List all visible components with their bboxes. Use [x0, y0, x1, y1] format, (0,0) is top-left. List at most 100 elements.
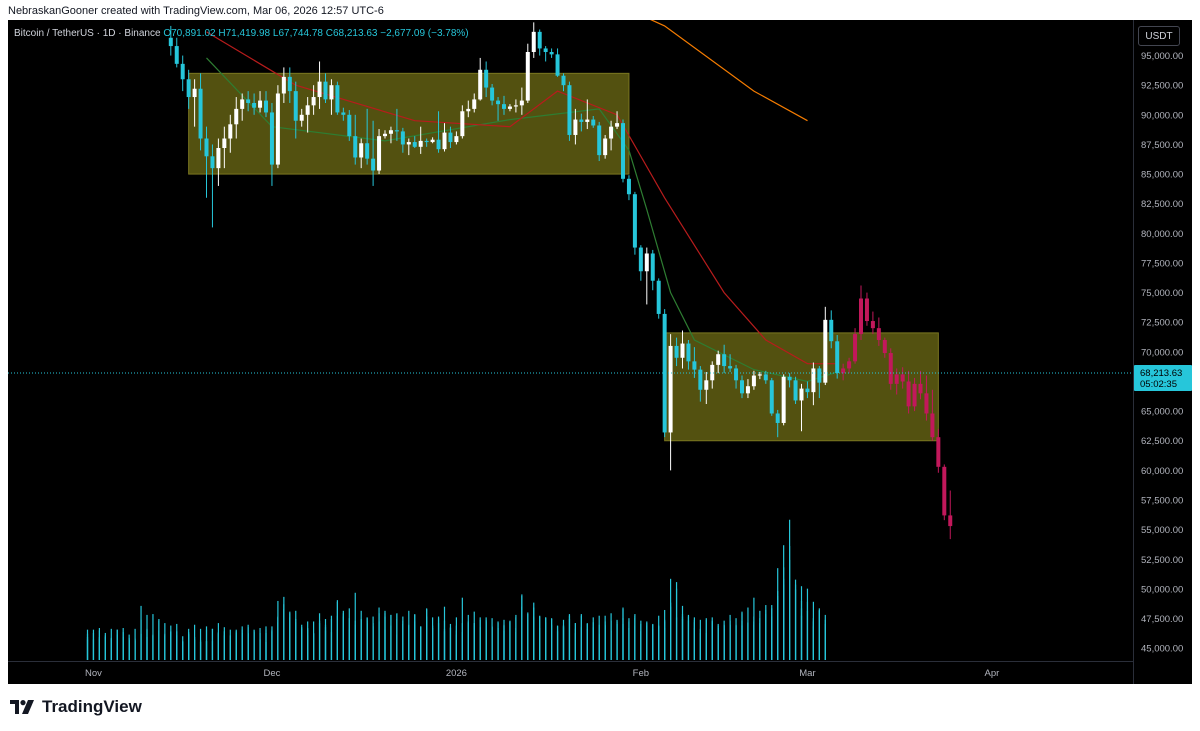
candle: [246, 99, 251, 103]
candle: [305, 105, 310, 115]
candle: [281, 76, 286, 94]
candle: [204, 138, 209, 157]
y-tick-label: 62,500.00: [1141, 436, 1183, 447]
candle: [323, 81, 328, 100]
candle: [692, 361, 697, 370]
candle: [502, 104, 506, 109]
candle: [216, 148, 221, 169]
candle: [567, 85, 572, 135]
y-tick-label: 72,500.00: [1141, 318, 1183, 329]
price-chart[interactable]: 95,000.00 92,500.00 90,000.00 87,500.00 85,0…: [8, 20, 1192, 684]
candle: [383, 133, 387, 137]
candle: [650, 253, 655, 281]
countdown-label: 05:02:35: [1140, 379, 1177, 390]
candle: [377, 136, 382, 171]
candle: [186, 79, 191, 98]
candle: [829, 319, 834, 342]
candle: [347, 114, 352, 137]
candle: [585, 119, 590, 122]
x-tick-label: Mar: [799, 668, 815, 679]
candle: [264, 100, 268, 113]
candle: [466, 108, 471, 112]
candle: [775, 413, 780, 423]
candle: [252, 102, 257, 108]
candle: [638, 247, 643, 272]
projection-candle: [906, 381, 911, 407]
y-tick-label: 57,500.00: [1141, 496, 1183, 507]
candle: [311, 97, 316, 106]
candle: [591, 119, 596, 126]
candle: [793, 380, 798, 401]
projection-candle: [918, 383, 923, 394]
x-tick-label: Nov: [85, 668, 102, 679]
candle: [632, 194, 637, 248]
candle: [394, 130, 399, 132]
candle: [621, 123, 625, 179]
candle: [686, 343, 691, 362]
candle: [424, 140, 429, 143]
candle: [430, 139, 435, 143]
candle: [728, 366, 733, 369]
candle: [275, 93, 280, 165]
candle: [519, 100, 524, 106]
candle: [787, 376, 792, 381]
candle: [662, 313, 667, 433]
candle: [823, 319, 828, 383]
candle: [626, 178, 631, 195]
ohlc-open: O70,891.02: [163, 28, 216, 39]
candle: [287, 76, 292, 92]
brand-name: TradingView: [42, 697, 142, 716]
candle: [573, 119, 578, 135]
x-tick-label: Feb: [633, 668, 649, 679]
candle: [400, 131, 405, 145]
candle: [805, 388, 810, 393]
projection-candle: [912, 383, 917, 407]
projection-candle: [924, 393, 929, 414]
candle: [168, 37, 173, 47]
currency-selector[interactable]: USDT: [1138, 26, 1180, 46]
candle: [388, 130, 393, 134]
candle: [597, 125, 602, 156]
chart-panel[interactable]: 95,000.00 92,500.00 90,000.00 87,500.00 85,0…: [8, 20, 1192, 684]
projection-candle: [888, 353, 893, 384]
candle: [549, 52, 554, 55]
projection-candle: [942, 466, 947, 516]
candle: [603, 138, 608, 156]
candle: [561, 75, 566, 86]
x-tick-label: Dec: [263, 668, 280, 679]
current-price-tag: [1134, 365, 1192, 392]
projection-candle: [876, 328, 881, 340]
candle: [317, 81, 322, 98]
candle: [734, 368, 739, 381]
x-tick-label: 2026: [446, 668, 467, 679]
candle: [763, 374, 768, 381]
candle: [716, 354, 721, 365]
ohlc-low: L67,744.78: [272, 28, 323, 39]
candle: [228, 124, 233, 139]
candle: [609, 126, 614, 139]
moving-average-green: [206, 57, 838, 383]
candle: [698, 369, 703, 390]
y-tick-label: 65,000.00: [1141, 407, 1183, 418]
projection-candle: [870, 321, 875, 329]
candle: [644, 253, 649, 272]
y-tick-label: 82,500.00: [1141, 199, 1183, 210]
projection-candle: [864, 298, 869, 322]
candle: [329, 85, 334, 100]
candle: [240, 99, 245, 109]
symbol-legend[interactable]: Bitcoin / TetherUS · 1D · Binance O70,89…: [14, 28, 469, 39]
candle: [258, 100, 263, 108]
candle: [180, 63, 185, 80]
candle: [353, 136, 358, 158]
candle: [555, 54, 560, 76]
candle: [507, 106, 512, 109]
projection-candle: [936, 437, 941, 467]
candle: [537, 31, 542, 49]
candle: [365, 143, 370, 159]
candle: [543, 48, 548, 52]
candle: [359, 143, 364, 158]
candle: [269, 112, 274, 165]
candle: [751, 375, 756, 387]
candle: [615, 123, 620, 127]
projection-candle: [882, 340, 887, 354]
